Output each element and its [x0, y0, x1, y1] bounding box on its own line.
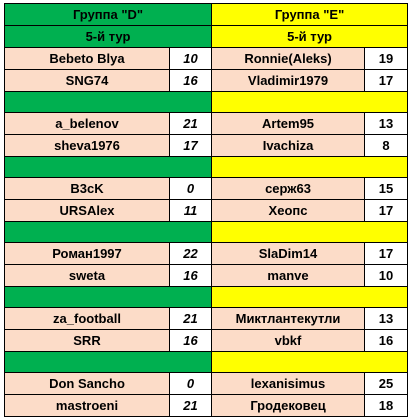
group-e-player-score[interactable]: 16 — [364, 329, 409, 352]
match-row: SRR 16 vbkf 16 — [4, 329, 409, 352]
group-e-separator[interactable] — [211, 156, 409, 178]
group-e-player-score[interactable]: 13 — [364, 307, 409, 330]
group-d-separator[interactable] — [3, 286, 213, 308]
group-e-player-name[interactable]: Гродековец — [211, 394, 366, 417]
group-d-player-score[interactable]: 0 — [168, 177, 213, 200]
group-d-title[interactable]: Группа "D" — [3, 3, 213, 26]
group-e-player-name[interactable]: manve — [211, 264, 366, 287]
separator-row — [3, 221, 409, 243]
group-title-row: Группа "D" Группа "E" — [3, 3, 409, 26]
group-d-separator[interactable] — [3, 156, 213, 178]
group-e-player-score[interactable]: 17 — [364, 69, 409, 92]
group-e-player-score[interactable]: 19 — [364, 47, 409, 70]
group-e-player-name[interactable]: Хеопс — [211, 199, 366, 222]
group-d-player-score[interactable]: 16 — [168, 329, 213, 352]
group-d-player-name[interactable]: Роман1997 — [4, 242, 170, 265]
group-e-player-score[interactable]: 13 — [364, 112, 409, 135]
separator-row — [3, 286, 409, 308]
match-row: Роман1997 22 SlaDim14 17 — [4, 242, 409, 265]
group-d-player-name[interactable]: B3cK — [4, 177, 170, 200]
group-e-player-name[interactable]: Vladimir1979 — [211, 69, 366, 92]
group-e-separator[interactable] — [211, 351, 409, 373]
match-row: SNG74 16 Vladimir1979 17 — [4, 69, 409, 92]
group-e-separator[interactable] — [211, 221, 409, 243]
match-row: za_football 21 Миктлантекутли 13 — [4, 307, 409, 330]
group-d-player-name[interactable]: Don Sancho — [4, 372, 170, 395]
group-e-title[interactable]: Группа "E" — [211, 3, 409, 26]
group-d-player-name[interactable]: SNG74 — [4, 69, 170, 92]
group-e-player-name[interactable]: vbkf — [211, 329, 366, 352]
match-row: sheva1976 17 Ivachiza 8 — [4, 134, 409, 157]
group-e-player-name[interactable]: lexanisimus — [211, 372, 366, 395]
round-row: 5-й тур 5-й тур — [3, 25, 409, 48]
match-row: URSAlex 11 Хеопс 17 — [4, 199, 409, 222]
group-d-player-name[interactable]: Bebeto Blya — [4, 47, 170, 70]
group-d-player-name[interactable]: sweta — [4, 264, 170, 287]
match-row: Bebeto Blya 10 Ronnie(Aleks) 19 — [4, 47, 409, 70]
group-d-separator[interactable] — [3, 351, 213, 373]
match-row: Don Sancho 0 lexanisimus 25 — [4, 372, 409, 395]
group-e-player-score[interactable]: 25 — [364, 372, 409, 395]
group-e-player-name[interactable]: Ronnie(Aleks) — [211, 47, 366, 70]
group-e-player-name[interactable]: Artem95 — [211, 112, 366, 135]
match-row: B3cK 0 серж63 15 — [4, 177, 409, 200]
group-d-player-name[interactable]: SRR — [4, 329, 170, 352]
group-e-player-name[interactable]: Ivachiza — [211, 134, 366, 157]
separator-row — [3, 156, 409, 178]
group-d-player-score[interactable]: 10 — [168, 47, 213, 70]
group-e-player-name[interactable]: Миктлантекутли — [211, 307, 366, 330]
group-d-round[interactable]: 5-й тур — [3, 25, 213, 48]
group-e-player-score[interactable]: 17 — [364, 199, 409, 222]
group-d-player-score[interactable]: 16 — [168, 69, 213, 92]
standings-sheet: Группа "D" Группа "E" 5-й тур 5-й тур Be… — [3, 3, 409, 417]
match-row: mastroeni 21 Гродековец 18 — [4, 394, 409, 417]
group-e-separator[interactable] — [211, 91, 409, 113]
match-row: a_belenov 21 Artem95 13 — [4, 112, 409, 135]
group-e-player-name[interactable]: SlaDim14 — [211, 242, 366, 265]
group-d-player-score[interactable]: 11 — [168, 199, 213, 222]
group-e-round[interactable]: 5-й тур — [211, 25, 409, 48]
group-e-player-score[interactable]: 8 — [364, 134, 409, 157]
group-d-player-score[interactable]: 21 — [168, 112, 213, 135]
group-e-player-score[interactable]: 15 — [364, 177, 409, 200]
separator-row — [3, 91, 409, 113]
group-d-separator[interactable] — [3, 91, 213, 113]
group-d-player-name[interactable]: URSAlex — [4, 199, 170, 222]
group-e-player-name[interactable]: серж63 — [211, 177, 366, 200]
match-row: sweta 16 manve 10 — [4, 264, 409, 287]
group-d-player-score[interactable]: 16 — [168, 264, 213, 287]
group-d-player-score[interactable]: 0 — [168, 372, 213, 395]
group-d-player-score[interactable]: 21 — [168, 307, 213, 330]
group-e-player-score[interactable]: 10 — [364, 264, 409, 287]
group-d-player-score[interactable]: 21 — [168, 394, 213, 417]
group-e-player-score[interactable]: 18 — [364, 394, 409, 417]
separator-row — [3, 351, 409, 373]
group-d-player-score[interactable]: 17 — [168, 134, 213, 157]
group-e-separator[interactable] — [211, 286, 409, 308]
group-e-player-score[interactable]: 17 — [364, 242, 409, 265]
group-d-player-name[interactable]: za_football — [4, 307, 170, 330]
group-d-player-name[interactable]: a_belenov — [4, 112, 170, 135]
group-d-player-score[interactable]: 22 — [168, 242, 213, 265]
group-d-player-name[interactable]: sheva1976 — [4, 134, 170, 157]
group-d-player-name[interactable]: mastroeni — [4, 394, 170, 417]
group-d-separator[interactable] — [3, 221, 213, 243]
